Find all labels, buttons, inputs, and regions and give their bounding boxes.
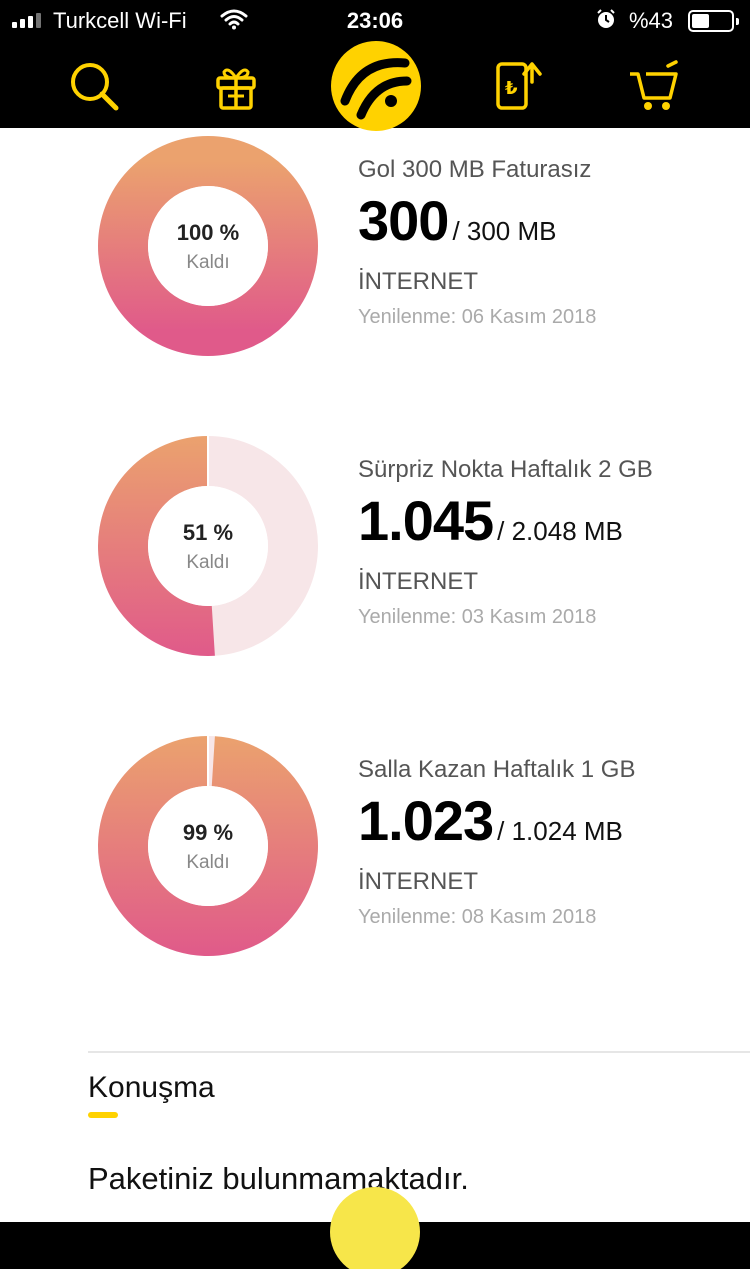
package-type: İNTERNET [358,868,478,895]
package-name: Gol 300 MB Faturasız [358,156,592,183]
donut-hole [148,186,268,306]
signal-icon [12,13,41,28]
total-amount: / 300 MB [452,216,557,246]
remaining-label: Kaldı [186,852,230,873]
remaining-portion [98,436,215,656]
carrier-name: Turkcell Wi-Fi [53,8,187,33]
remaining-portion [98,736,318,956]
remaining-amount: 1.045 [358,489,494,552]
total-amount: / 2.048 MB [497,516,623,546]
remaining-percent: 99 % [182,820,234,845]
active-tab-indicator [88,1112,118,1118]
package-type: İNTERNET [358,568,478,595]
remaining-portion [98,136,318,356]
total-amount: / 1.024 MB [497,816,623,846]
section-title[interactable]: Konuşma [88,1071,215,1104]
renewal-date: Yenilenme: 06 Kasım 2018 [358,306,597,328]
turkcell-logo[interactable] [331,41,421,131]
home-tab-button[interactable] [330,1187,420,1269]
cart-icon[interactable] [626,58,682,114]
usage-donut-chart [98,736,318,956]
package-card[interactable]: 100 % Kaldı Gol 300 MB Faturasız 300 / 3… [0,136,750,376]
section-divider [88,1051,750,1053]
pay-bill-icon[interactable]: ₺ [488,58,544,114]
empty-state-message: Paketiniz bulunmamaktadır. [88,1161,469,1196]
remaining-percent: 51 % [182,520,234,545]
package-card[interactable]: 51 % Kaldı Sürpriz Nokta Haftalık 2 GB 1… [0,436,750,676]
package-name: Salla Kazan Haftalık 1 GB [358,756,636,783]
search-icon[interactable] [66,58,122,114]
remaining-percent: 100 % [176,220,240,245]
donut-hole [148,786,268,906]
remaining-label: Kaldı [186,252,230,273]
package-type: İNTERNET [358,268,478,295]
usage-donut-chart [98,136,318,356]
alarm-icon [595,8,617,36]
package-name: Sürpriz Nokta Haftalık 2 GB [358,456,653,483]
top-bar: Turkcell Wi-Fi 23:06 %43 [0,0,750,131]
package-card[interactable]: 99 % Kaldı Salla Kazan Haftalık 1 GB 1.0… [0,736,750,976]
donut-hole [148,486,268,606]
gift-icon[interactable] [208,58,264,114]
battery-icon [688,10,739,32]
battery-percent: %43 [629,8,674,33]
usage-donut-chart [98,436,318,656]
clock: 23:06 [346,8,404,33]
svg-text:₺: ₺ [505,78,518,99]
remaining-label: Kaldı [186,552,230,573]
remaining-amount: 1.023 [358,789,494,852]
renewal-date: Yenilenme: 03 Kasım 2018 [358,606,597,628]
remaining-amount: 300 [358,189,449,252]
status-bar: Turkcell Wi-Fi 23:06 %43 [0,0,750,40]
wifi-icon [220,8,248,36]
renewal-date: Yenilenme: 08 Kasım 2018 [358,906,597,928]
